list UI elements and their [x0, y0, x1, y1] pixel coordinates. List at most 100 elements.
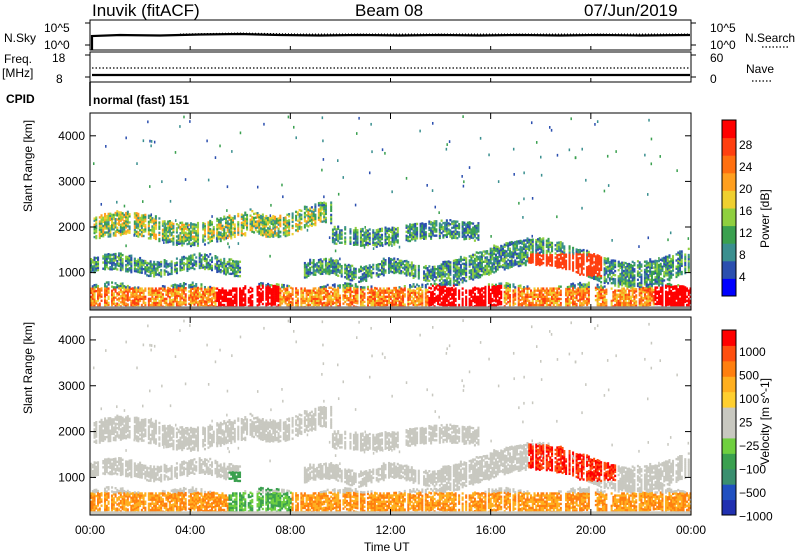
power-cell [414, 269, 417, 272]
power-cell [319, 272, 322, 276]
power-cell [224, 295, 228, 298]
power-cell [144, 217, 147, 221]
power-cell [508, 247, 511, 251]
power-cell [270, 302, 273, 305]
power-cell [314, 203, 317, 206]
power-cell [168, 240, 171, 243]
power-cell [112, 261, 115, 264]
power-cell [477, 291, 480, 294]
power-cell [426, 273, 429, 276]
power-cell [91, 301, 94, 305]
power-cell [324, 259, 327, 263]
power-cell [410, 234, 413, 237]
power-cell [104, 299, 107, 302]
power-cell [233, 225, 236, 228]
power-cell [486, 258, 489, 261]
power-cell [444, 223, 447, 227]
power-cell [447, 299, 450, 302]
power-cell [209, 259, 212, 262]
power-cell [331, 228, 334, 231]
power-cell [267, 220, 270, 224]
power-cell [137, 260, 140, 263]
power-cell [172, 230, 175, 234]
power-cell [132, 299, 135, 302]
power-cell [328, 266, 331, 270]
power-cell [503, 245, 506, 248]
power-cell [349, 274, 352, 278]
power-cell [288, 295, 291, 298]
power-cell [233, 260, 236, 263]
power-cell [526, 287, 529, 290]
power-cell [442, 260, 445, 264]
power-cell [431, 232, 434, 235]
power-cell [351, 290, 354, 293]
power-cell [435, 220, 438, 223]
power-cell [303, 217, 306, 221]
power-cell [368, 236, 371, 239]
power-cell [275, 293, 278, 296]
power-cell [93, 268, 96, 272]
power-cell [317, 299, 320, 302]
power-cell [95, 226, 98, 230]
power-cell [437, 296, 440, 299]
power-cell [396, 262, 399, 265]
power-cell [298, 215, 301, 218]
power-cell [251, 218, 254, 221]
power-cell [366, 287, 370, 291]
power-cell [202, 221, 205, 225]
power-cell [209, 230, 212, 233]
power-cell [198, 264, 201, 268]
power-cell [137, 262, 140, 265]
power-cell [170, 264, 173, 267]
power-cell [203, 267, 206, 271]
power-cell [512, 299, 515, 303]
power-cell [223, 238, 226, 241]
power-cell [139, 265, 142, 268]
power-cell [207, 229, 210, 232]
power-cell [149, 291, 152, 294]
power-cell [112, 267, 115, 270]
power-cell [198, 293, 201, 297]
power-cell [487, 299, 490, 303]
power-cell [230, 226, 233, 230]
power-cell [205, 298, 208, 302]
power-cell [380, 303, 384, 307]
power-cell [349, 238, 352, 241]
power-cell [333, 238, 336, 241]
power-cell [379, 301, 382, 305]
power-cell [203, 226, 206, 230]
power-cell [522, 241, 526, 244]
power-cell [263, 216, 266, 220]
power-cell [416, 226, 419, 230]
power-cell [291, 214, 294, 217]
power-cell [119, 286, 122, 290]
power-cell [396, 226, 399, 230]
power-cell [91, 267, 94, 270]
power-cell [410, 223, 413, 227]
power-cell [112, 213, 115, 217]
power-cell [412, 225, 415, 228]
power-cell [330, 303, 333, 306]
power-cell [154, 233, 157, 237]
power-cell [438, 299, 441, 302]
power-cell [107, 255, 110, 258]
power-cell [126, 225, 129, 228]
power-cell [100, 287, 103, 290]
power-cell [484, 285, 487, 289]
power-cell [188, 290, 191, 293]
power-cell [468, 301, 471, 305]
power-cell [270, 222, 273, 225]
power-cell [337, 235, 340, 239]
power-cell [267, 282, 270, 286]
power-cell [279, 301, 282, 305]
power-cell [452, 300, 455, 304]
power-cell [335, 273, 338, 276]
power-cell [93, 264, 96, 268]
power-cell [186, 267, 189, 270]
power-cell [160, 299, 163, 303]
power-cell [298, 213, 301, 216]
power-cell [170, 299, 173, 302]
power-cell [203, 292, 206, 295]
power-cell [209, 253, 212, 256]
power-cell [107, 295, 110, 298]
